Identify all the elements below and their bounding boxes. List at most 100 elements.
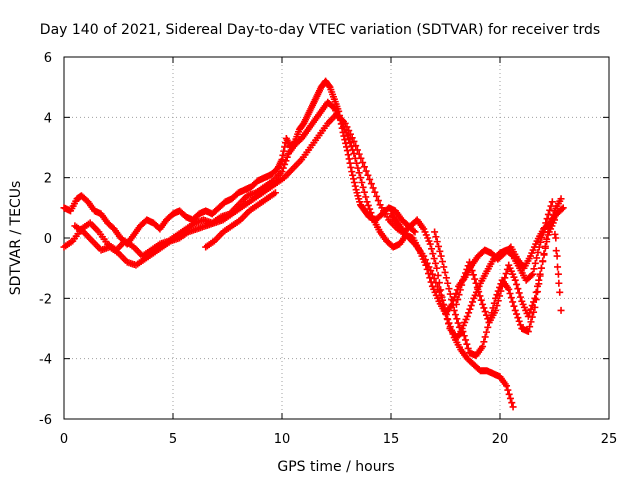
data-point-marker (434, 271, 442, 279)
data-point-marker (529, 270, 537, 278)
data-point-marker (515, 317, 523, 325)
data-point-marker (540, 224, 548, 232)
y-tick-label: -6 (39, 413, 52, 428)
data-point-marker (458, 281, 466, 289)
data-point-marker (359, 183, 367, 191)
data-point-marker (502, 270, 510, 278)
data-point-marker (509, 403, 517, 411)
data-point-marker (469, 271, 477, 279)
data-point-marker (456, 286, 464, 294)
data-point-marker (538, 233, 546, 241)
data-point-marker (348, 134, 356, 142)
data-point-marker (468, 267, 476, 275)
data-point-marker (438, 293, 446, 301)
data-point-marker (355, 150, 363, 158)
data-point-marker (346, 130, 354, 138)
data-point-marker (454, 296, 462, 304)
x-tick-label: 10 (274, 432, 291, 447)
data-point-marker (437, 252, 445, 260)
data-point-marker (482, 311, 490, 319)
data-point-marker (510, 302, 518, 310)
data-point-marker (515, 289, 523, 297)
data-point-marker (544, 210, 552, 218)
data-point-marker (509, 298, 517, 306)
data-point-marker (475, 288, 483, 296)
data-point-marker (498, 282, 506, 290)
data-point-marker (437, 286, 445, 294)
data-point-marker (482, 328, 490, 336)
data-point-marker (352, 142, 360, 150)
data-point-marker (374, 197, 382, 205)
data-point-marker (346, 139, 354, 147)
data-point-marker (442, 310, 450, 318)
data-point-marker (420, 252, 428, 260)
data-point-marker (535, 276, 543, 284)
data-point-marker (526, 309, 534, 317)
data-point-marker (506, 290, 514, 298)
data-point-marker (351, 182, 359, 190)
data-point-marker (540, 251, 548, 259)
data-point-marker (466, 305, 474, 313)
data-point-marker (526, 323, 534, 331)
data-point-marker (428, 245, 436, 253)
data-point-marker (439, 300, 447, 308)
y-tick-label: -4 (39, 353, 52, 368)
data-point-marker (553, 252, 561, 260)
data-point-marker (346, 159, 354, 167)
data-point-marker (481, 308, 489, 316)
data-point-marker (539, 258, 547, 266)
data-point-marker (355, 169, 363, 177)
y-tick-label: 4 (44, 111, 52, 126)
data-point-marker (463, 312, 471, 320)
data-point-marker (427, 267, 435, 275)
data-point-marker (454, 319, 462, 327)
data-point-marker (516, 321, 524, 329)
data-point-marker (533, 282, 541, 290)
data-point-marker (479, 300, 487, 308)
data-point-marker (360, 163, 368, 171)
data-point-marker (543, 238, 551, 246)
series-group (202, 189, 565, 360)
data-point-marker (325, 82, 333, 90)
data-point-marker (371, 188, 379, 196)
data-point-marker (503, 382, 511, 390)
data-point-marker (504, 386, 512, 394)
data-point-marker (511, 276, 519, 284)
data-point-marker (505, 285, 513, 293)
data-point-marker (528, 302, 536, 310)
data-point-marker (450, 306, 458, 314)
data-point-marker (455, 291, 463, 299)
data-point-marker (343, 123, 351, 131)
data-point-marker (535, 243, 543, 251)
x-tick-label: 25 (601, 432, 618, 447)
data-point-marker (431, 259, 439, 267)
data-point-marker (435, 242, 443, 250)
data-point-marker (366, 175, 374, 183)
data-point-marker (554, 270, 562, 278)
data-point-marker (532, 288, 540, 296)
x-tick-label: 15 (383, 432, 400, 447)
data-point-marker (480, 338, 488, 346)
data-point-marker (530, 298, 538, 306)
data-point-marker (349, 171, 357, 179)
data-point-marker (364, 171, 372, 179)
data-point-marker (433, 264, 441, 272)
data-point-marker (280, 147, 288, 155)
x-tick-label: 20 (492, 432, 509, 447)
data-point-marker (494, 297, 502, 305)
data-point-marker (350, 137, 358, 145)
data-point-marker (531, 294, 539, 302)
series-group (60, 77, 419, 248)
data-point-marker (460, 273, 468, 281)
data-point-marker (279, 151, 287, 159)
data-point-marker (465, 258, 473, 266)
data-point-marker (527, 305, 535, 313)
data-markers (60, 77, 567, 411)
data-point-marker (513, 280, 521, 288)
data-point-marker (533, 254, 541, 262)
data-point-marker (421, 256, 429, 264)
data-point-marker (508, 251, 516, 259)
data-point-marker (546, 206, 554, 214)
data-point-marker (441, 305, 449, 313)
